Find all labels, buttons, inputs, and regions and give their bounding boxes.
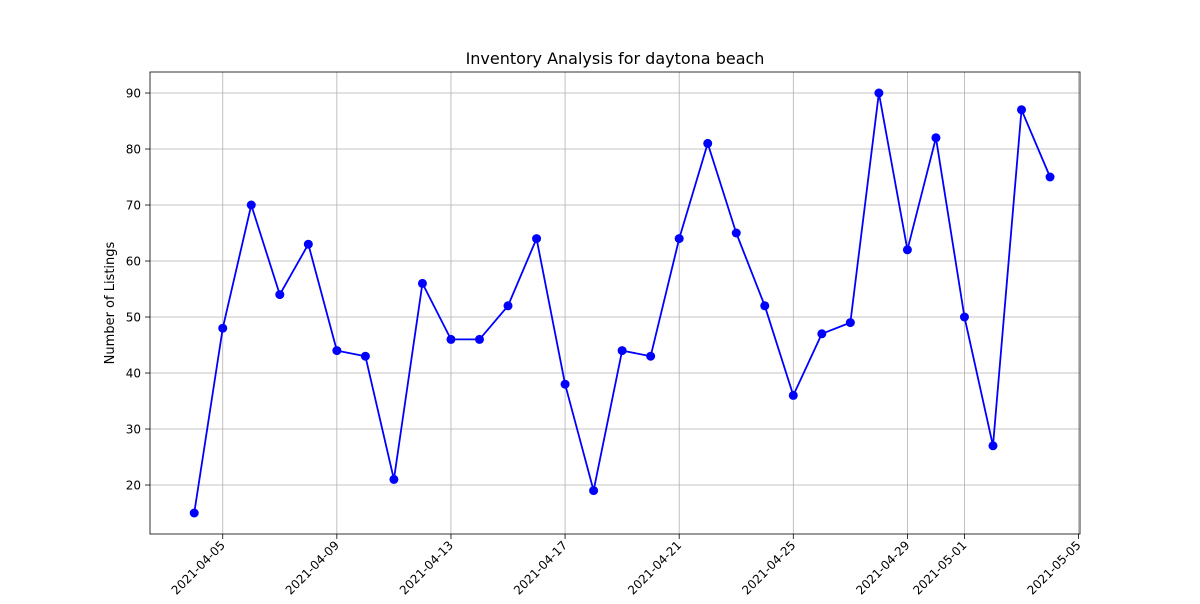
y-tick-label: 40 [126,367,141,381]
y-tick-label: 70 [126,199,141,213]
chart-title: Inventory Analysis for daytona beach [466,49,765,68]
data-point [332,346,342,356]
data-point [303,239,313,249]
data-point [817,329,827,339]
y-tick-label: 80 [126,143,141,157]
data-point [988,441,998,451]
data-point [931,133,941,143]
data-point [788,390,798,400]
data-point [189,508,199,518]
data-point [589,486,599,496]
data-point [218,323,228,333]
data-point [1017,105,1027,115]
data-point [646,351,656,361]
series-layer [189,88,1055,518]
data-point [902,245,912,255]
data-point [560,379,570,389]
data-point [446,334,456,344]
data-point [674,234,684,244]
data-point [275,290,285,300]
grid-lines [150,72,1080,534]
y-tick-label: 30 [126,423,141,437]
data-point [731,228,741,238]
data-point [959,312,969,322]
data-point [703,138,713,148]
data-point [389,474,399,484]
data-point [532,234,542,244]
y-tick-label: 90 [126,87,141,101]
data-point [246,200,256,210]
axes [149,71,1081,535]
data-point [874,88,884,98]
data-point [617,346,627,356]
data-point [1045,172,1055,182]
data-point [845,318,855,328]
plot-frame [149,71,1081,535]
y-tick-label: 60 [126,255,141,269]
y-tick-label: 20 [126,479,141,493]
y-axis-label: Number of Listings [103,241,118,364]
data-point [360,351,370,361]
data-point [474,334,484,344]
y-tick-label: 50 [126,311,141,325]
data-point [760,301,770,311]
data-point [417,278,427,288]
data-point [503,301,513,311]
